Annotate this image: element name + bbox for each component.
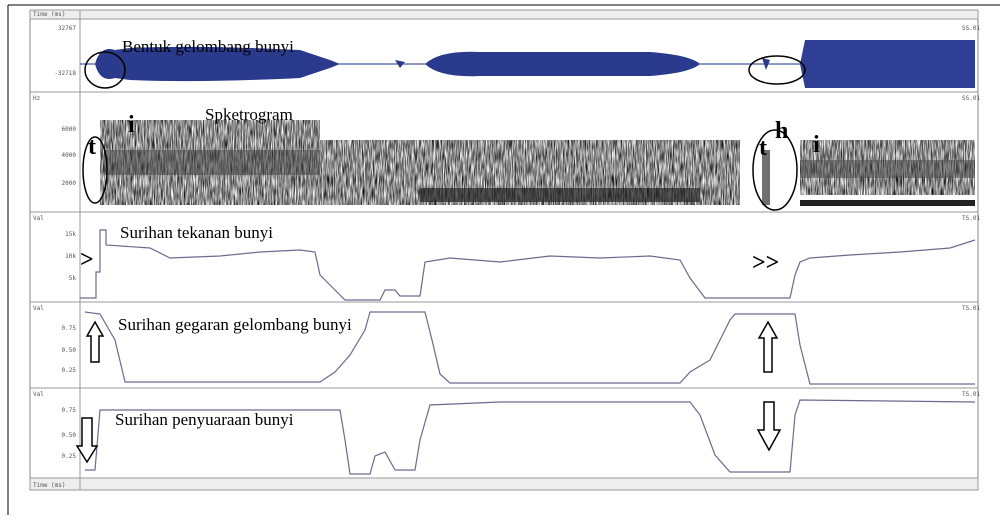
y-tick-label: 2000 <box>62 180 77 187</box>
phonetic-marker: i <box>813 132 820 158</box>
arrow-marker: >> <box>752 250 779 276</box>
axis-name: Val <box>33 305 44 312</box>
y-tick-label: 4000 <box>62 152 77 159</box>
y-tick-label: 5k <box>69 275 77 282</box>
voicing-trace <box>85 399 976 475</box>
axis-name: Time (ms) <box>33 11 66 18</box>
corner-label: TS.01 <box>962 305 980 312</box>
panel-title: Surihan penyuaraan bunyi <box>115 410 294 429</box>
corner-label: SS.01 <box>962 95 980 102</box>
y-tick-label: 10k <box>65 253 76 260</box>
bottom-ruler <box>29 477 979 491</box>
panel-dividers <box>30 10 978 490</box>
panel-title: Spketrogram <box>205 105 293 124</box>
y-tick-label: 0.75 <box>62 407 77 414</box>
y-tick-label: 0.25 <box>62 453 77 460</box>
pressure-trace <box>80 229 976 301</box>
vibration-trace <box>84 311 975 385</box>
phonetic-marker: t <box>759 135 767 161</box>
corner-label: SS.01 <box>962 25 980 32</box>
y-tick-label: -32718 <box>54 70 76 77</box>
corner-label: TS.01 <box>962 391 980 398</box>
phonetic-marker: h <box>775 118 788 144</box>
y-tick-label: 15k <box>65 231 76 238</box>
y-tick-label: 0.75 <box>62 325 77 332</box>
waveform <box>80 40 975 88</box>
panel-title: Bentuk gelombang bunyi <box>122 37 294 56</box>
top-ruler <box>29 9 979 20</box>
panel-title: Surihan tekanan bunyi <box>120 223 273 242</box>
arrow-marker: > <box>80 247 94 273</box>
ovals <box>82 51 806 211</box>
figure-box <box>29 9 979 491</box>
arrows <box>75 320 782 464</box>
axis-name: Val <box>33 391 44 398</box>
bottom-axis-label: Time (ms) <box>33 482 66 489</box>
axis-name: Val <box>33 215 44 222</box>
y-tick-label: 32767 <box>58 25 76 32</box>
phonetic-marker: i <box>128 112 135 138</box>
axis-name: Hz <box>33 95 41 102</box>
panel-title: Surihan gegaran gelombang bunyi <box>118 315 352 334</box>
y-tick-label: 0.50 <box>62 432 77 439</box>
spectrogram <box>100 120 975 206</box>
corner-label: TS.01 <box>962 215 980 222</box>
y-tick-label: 6000 <box>62 126 77 133</box>
phonetic-marker: t <box>88 134 96 160</box>
y-tick-label: 0.50 <box>62 347 77 354</box>
y-tick-label: 0.25 <box>62 367 77 374</box>
